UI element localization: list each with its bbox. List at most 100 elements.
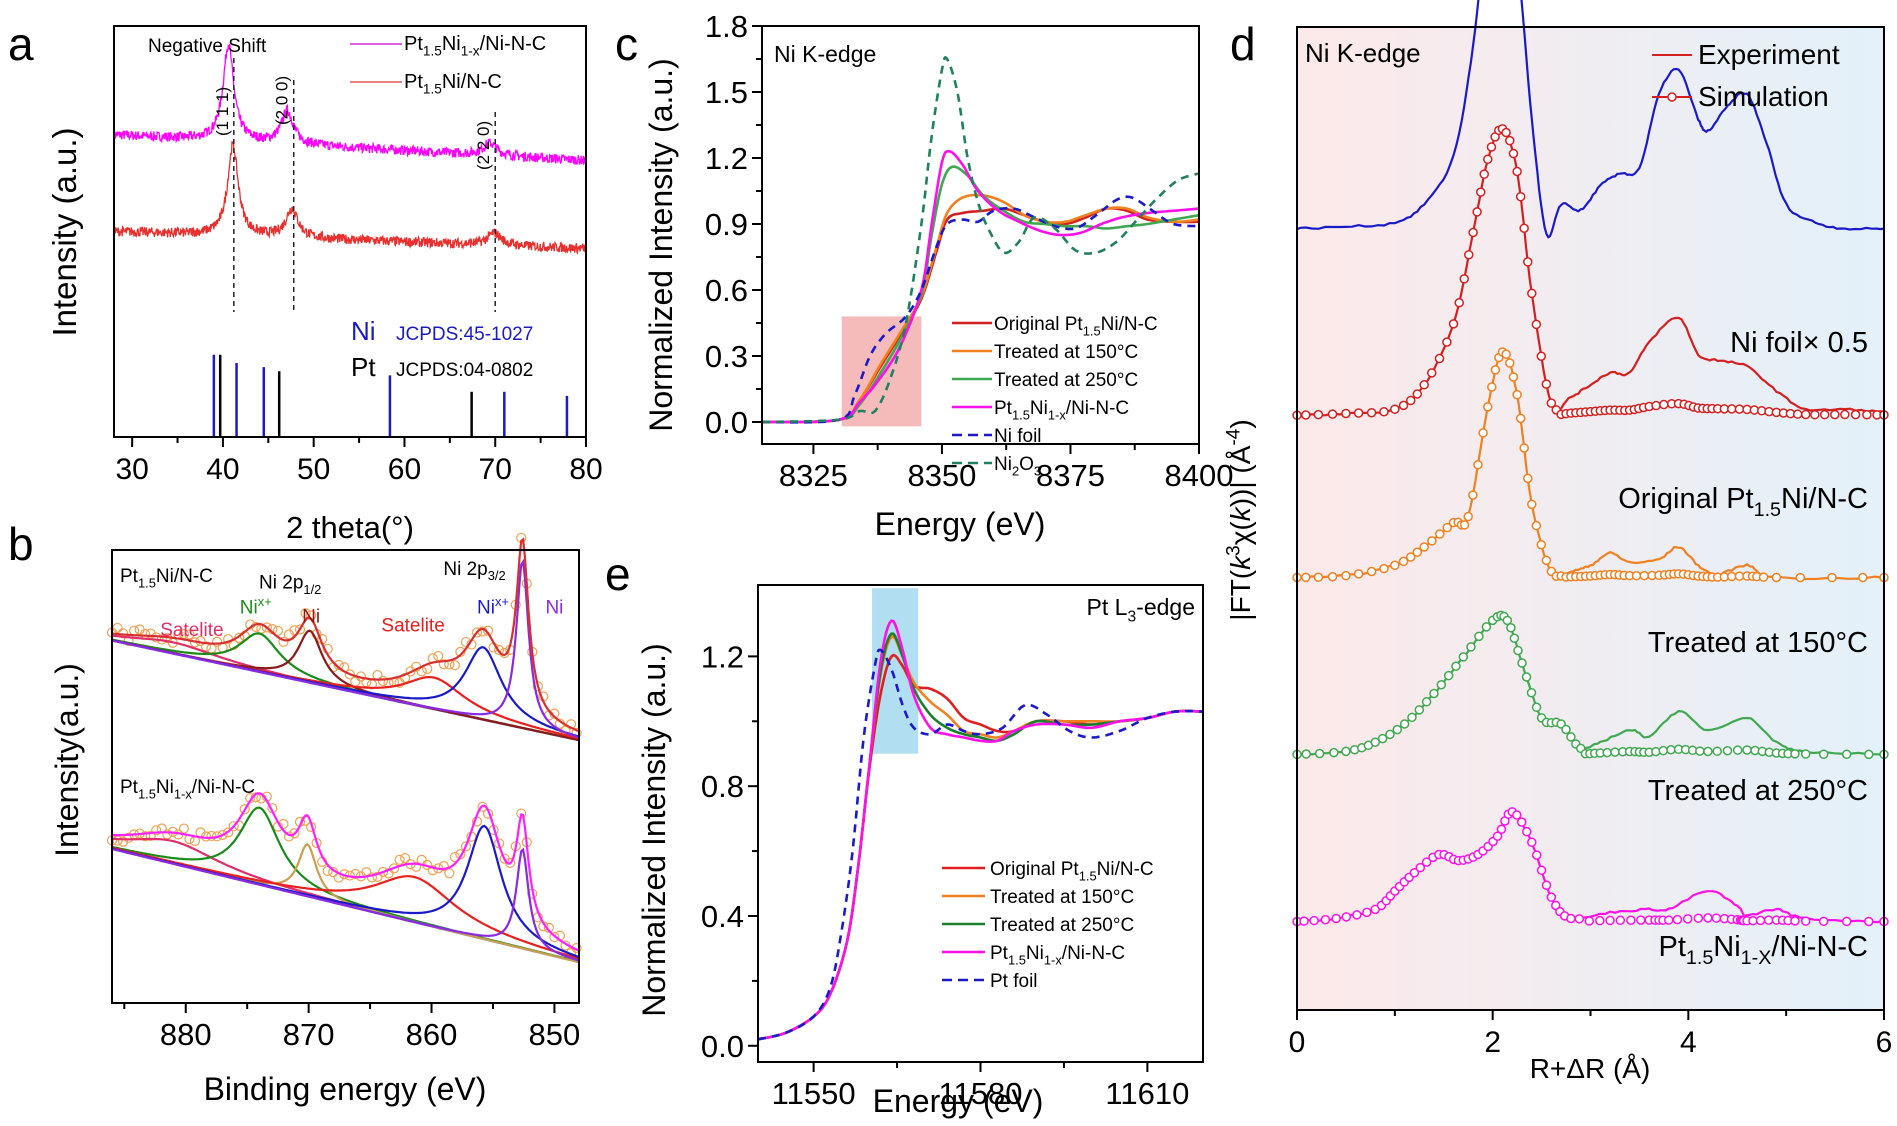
exafs-simulation-point xyxy=(1841,749,1852,760)
legend-label-part: Pt xyxy=(404,71,423,93)
exafs-simulation-point xyxy=(1602,747,1612,758)
xps-data-point xyxy=(178,823,189,834)
xanes-ni-ytick-label: 0.9 xyxy=(705,207,748,242)
legend-label-part: /Ni-N-C xyxy=(1066,398,1129,419)
exafs-simulation-point xyxy=(1546,892,1557,902)
xanes-ni-frame xyxy=(761,25,1200,445)
legend-label: Treated at 150°C xyxy=(994,342,1138,363)
xps-data-point xyxy=(549,931,560,943)
xanes-series-line xyxy=(757,653,1204,1041)
exafs-simulation-point xyxy=(1850,409,1861,420)
xrd-series-line xyxy=(113,140,587,255)
xps-xtick-label: 870 xyxy=(283,1017,335,1052)
panel-letter-e: e xyxy=(605,548,631,600)
exafs-simulation-point xyxy=(1412,547,1423,557)
exafs-simulation-point xyxy=(1353,569,1364,579)
exafs-simulation-point xyxy=(1864,749,1874,760)
legend-label: Ni foil xyxy=(994,426,1042,447)
jcpds-code-label: JCPDS:45-1027 xyxy=(396,324,533,345)
exafs-simulation-point xyxy=(1501,127,1511,138)
xps-xtick-label: 850 xyxy=(529,1017,581,1052)
panel-title: Pt L3-edge xyxy=(1087,594,1195,625)
exafs-series-label-part: Treated at 150°C xyxy=(1648,627,1868,659)
plot-background xyxy=(1297,27,1884,1010)
exafs-simulation-point xyxy=(1631,570,1642,581)
exafs-simulation-point xyxy=(1407,712,1417,723)
exafs-simulation-point xyxy=(1398,556,1409,567)
exafs-simulation-point xyxy=(1341,912,1352,922)
exafs-simulation-point xyxy=(1536,539,1547,550)
exafs-simulation-point xyxy=(1468,227,1478,238)
exafs-simulation-point xyxy=(1726,571,1737,582)
exafs-simulation-point xyxy=(1442,337,1452,347)
panel-title: Ni K-edge xyxy=(1305,38,1421,68)
exafs-simulation-point xyxy=(1412,389,1423,399)
exafs-simulation-point xyxy=(1574,914,1585,924)
xanes-ni-ytick-label: 0.6 xyxy=(705,273,748,308)
exafs-simulation-point xyxy=(1483,154,1493,165)
exafs-simulation-point xyxy=(1509,633,1520,643)
legend-label-part: 1.5 xyxy=(423,82,442,97)
xps-data-point xyxy=(223,827,234,838)
xps-peak-annotation-part: Satelite xyxy=(381,616,444,637)
xps-peak-annotation-part: Ni xyxy=(302,606,320,627)
xanes-ni-ytick-label: 1.5 xyxy=(705,75,748,110)
y-axis-title-part: k xyxy=(1225,554,1256,570)
xps-sample-label-part: Pt xyxy=(120,566,139,587)
exafs-simulation-point xyxy=(1526,687,1537,698)
xps-data-point xyxy=(449,660,460,671)
legend-label-part: Original Pt xyxy=(994,314,1083,335)
panel-title-part: Pt L xyxy=(1087,594,1128,620)
exafs-simulation-point xyxy=(1490,365,1501,375)
exafs-simulation-point xyxy=(1313,572,1324,582)
legend-label: Original Pt1.5Ni/N-C xyxy=(994,314,1158,338)
exafs-simulation-point xyxy=(1521,672,1532,682)
xps-component-line xyxy=(111,558,579,739)
exafs-simulation-point xyxy=(1390,560,1400,571)
xps-data-point xyxy=(494,644,505,656)
x-axis-title: Binding energy (eV) xyxy=(204,1071,487,1107)
exafs-simulation-point xyxy=(1840,409,1850,420)
exafs-simulation-point xyxy=(1377,733,1388,744)
xanes-ni-xtick-label: 8325 xyxy=(779,458,848,493)
exafs-simulation-point xyxy=(1415,862,1426,873)
exafs-series-label: Pt1.5Ni1-X/Ni-N-C xyxy=(1658,931,1868,969)
legend-label-part: /Ni-N-C xyxy=(480,33,547,55)
legend-label-part: 1-x xyxy=(1044,952,1062,967)
jcpds-element-label: Pt xyxy=(351,352,376,382)
xps-data-point xyxy=(206,830,217,842)
legend-label-part: Ni xyxy=(1030,398,1048,419)
xanes-pt-ytick-label: 0.0 xyxy=(701,1029,744,1064)
xps-peak-annotation-part: 3/2 xyxy=(488,568,506,583)
xrd-xtick-label: 40 xyxy=(206,453,239,486)
xrd-xtick-label: 60 xyxy=(388,453,421,486)
exafs-simulation-point xyxy=(1434,353,1445,364)
exafs-simulation-point xyxy=(1414,705,1425,715)
exafs-simulation-point xyxy=(1513,645,1523,656)
exafs-series-label-part: Treated at 250°C xyxy=(1648,775,1868,807)
exafs-simulation-point xyxy=(1584,916,1595,926)
exafs-simulation-point xyxy=(1459,520,1470,530)
exafs-simulation-point xyxy=(1531,850,1542,860)
exafs-simulation-point xyxy=(1496,824,1507,835)
exafs-simulation-point xyxy=(1800,409,1811,420)
xanes-ni-xtick-label: 8350 xyxy=(907,458,976,493)
exafs-simulation-point xyxy=(1409,868,1420,878)
xrd-xtick-label: 70 xyxy=(479,453,512,486)
exafs-simulation-point xyxy=(1515,191,1526,202)
exafs-simulation-point xyxy=(1771,572,1782,583)
legend-label-part: Pt xyxy=(404,33,423,55)
exafs-simulation-point xyxy=(1475,187,1486,197)
exafs-simulation-point xyxy=(1636,915,1646,925)
xps-data-point xyxy=(344,669,355,680)
exafs-simulation-point xyxy=(1331,913,1341,924)
legend-label-part: Ni/N-C xyxy=(1101,314,1158,335)
exafs-simulation-point xyxy=(1732,745,1743,755)
exafs-simulation-point xyxy=(1463,511,1473,522)
exafs-simulation-point xyxy=(1527,499,1537,510)
xps-data-point xyxy=(145,830,156,841)
exafs-simulation-point xyxy=(1421,857,1432,867)
exafs-series-label-part: 1.5 xyxy=(1686,947,1713,969)
exafs-simulation-point xyxy=(1301,749,1311,759)
exafs-simulation-point xyxy=(1458,652,1469,662)
